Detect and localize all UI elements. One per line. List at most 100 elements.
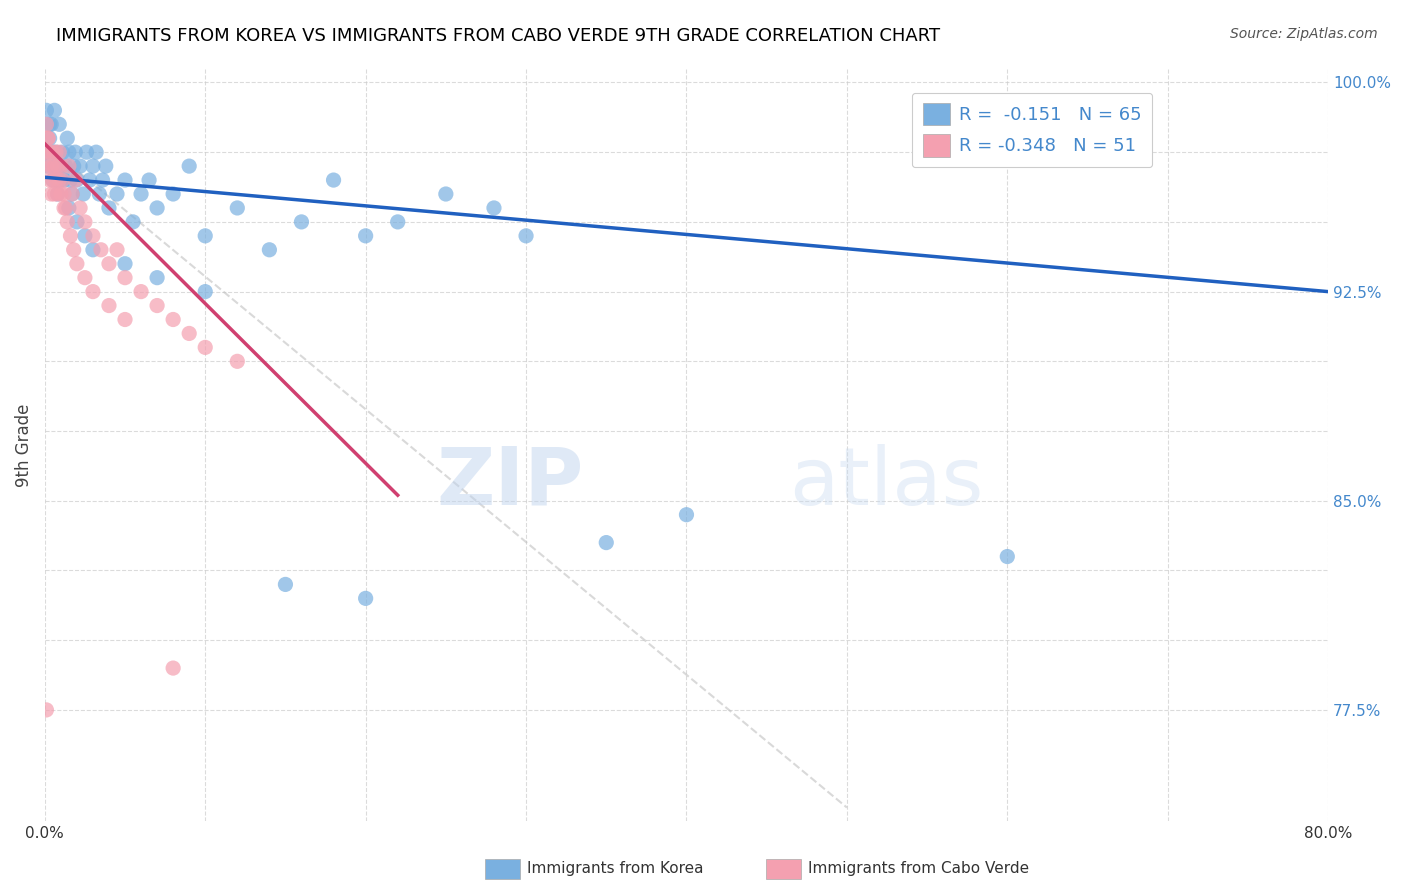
Point	[37, 131, 59, 145]
Point	[46, 186, 69, 201]
Point	[38, 145, 60, 160]
Point	[48, 173, 70, 187]
Point	[39, 159, 62, 173]
Point	[98, 201, 121, 215]
Point	[387, 215, 409, 229]
Y-axis label: 9th Grade: 9th Grade	[15, 403, 32, 487]
Point	[354, 591, 377, 606]
Point	[84, 145, 107, 160]
Point	[65, 145, 87, 160]
Point	[114, 257, 136, 271]
Point	[226, 354, 249, 368]
Point	[55, 201, 77, 215]
Point	[94, 159, 117, 173]
Point	[995, 549, 1018, 564]
Point	[39, 186, 62, 201]
Point	[82, 285, 104, 299]
Point	[53, 186, 76, 201]
Point	[60, 186, 83, 201]
Point	[42, 173, 65, 187]
Point	[72, 186, 94, 201]
Point	[179, 326, 201, 341]
Point	[179, 159, 201, 173]
Text: Immigrants from Korea: Immigrants from Korea	[527, 862, 704, 876]
Point	[51, 145, 73, 160]
Text: ZIP: ZIP	[436, 443, 583, 522]
Text: Immigrants from Cabo Verde: Immigrants from Cabo Verde	[808, 862, 1029, 876]
Point	[434, 186, 457, 201]
Point	[129, 186, 152, 201]
Point	[45, 173, 67, 187]
Point	[91, 173, 114, 187]
Point	[226, 201, 249, 215]
Point	[45, 145, 67, 160]
Point	[122, 215, 145, 229]
Point	[89, 186, 111, 201]
Point	[34, 145, 56, 160]
Point	[58, 159, 80, 173]
Point	[62, 159, 84, 173]
Point	[66, 215, 89, 229]
Point	[194, 285, 217, 299]
Point	[44, 103, 66, 118]
Text: Source: ZipAtlas.com: Source: ZipAtlas.com	[1230, 27, 1378, 41]
Point	[62, 243, 84, 257]
Point	[35, 117, 58, 131]
Text: atlas: atlas	[789, 443, 984, 522]
Point	[114, 270, 136, 285]
Point	[259, 243, 281, 257]
Point	[69, 201, 91, 215]
Point	[290, 215, 312, 229]
Point	[59, 228, 82, 243]
Point	[59, 173, 82, 187]
Point	[48, 173, 70, 187]
Point	[79, 173, 101, 187]
Point	[82, 159, 104, 173]
Point	[48, 145, 70, 160]
Point	[146, 299, 169, 313]
Point	[105, 186, 128, 201]
Point	[90, 243, 112, 257]
Point	[138, 173, 160, 187]
Point	[675, 508, 697, 522]
Point	[42, 145, 65, 160]
Point	[48, 117, 70, 131]
Point	[39, 117, 62, 131]
Point	[73, 215, 96, 229]
Point	[35, 103, 58, 118]
Point	[114, 173, 136, 187]
Point	[146, 270, 169, 285]
Point	[82, 243, 104, 257]
Point	[58, 201, 80, 215]
Point	[515, 228, 537, 243]
Point	[105, 243, 128, 257]
Point	[98, 299, 121, 313]
Point	[42, 173, 65, 187]
Point	[274, 577, 297, 591]
Point	[51, 173, 73, 187]
Point	[82, 228, 104, 243]
Point	[162, 312, 184, 326]
Point	[98, 257, 121, 271]
Point	[45, 159, 67, 173]
Point	[35, 703, 58, 717]
Point	[65, 173, 87, 187]
Point	[53, 201, 76, 215]
Legend: R =  -0.151   N = 65, R = -0.348   N = 51: R = -0.151 N = 65, R = -0.348 N = 51	[912, 93, 1153, 168]
Point	[42, 145, 65, 160]
Point	[73, 270, 96, 285]
Point	[55, 159, 77, 173]
Point	[35, 159, 58, 173]
Point	[38, 117, 60, 131]
Point	[44, 159, 66, 173]
Point	[146, 201, 169, 215]
Point	[34, 145, 56, 160]
Point	[56, 131, 79, 145]
Point	[49, 186, 72, 201]
Point	[322, 173, 344, 187]
Point	[37, 131, 59, 145]
Point	[194, 228, 217, 243]
Point	[129, 285, 152, 299]
Point	[114, 312, 136, 326]
Point	[53, 173, 76, 187]
